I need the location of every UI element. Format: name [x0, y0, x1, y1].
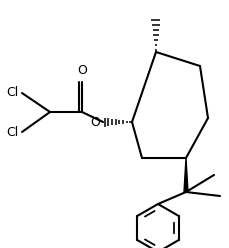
Text: O: O [90, 116, 100, 128]
Text: O: O [77, 64, 87, 77]
Text: Cl: Cl [7, 86, 19, 98]
Text: Cl: Cl [7, 126, 19, 139]
Polygon shape [183, 158, 187, 192]
